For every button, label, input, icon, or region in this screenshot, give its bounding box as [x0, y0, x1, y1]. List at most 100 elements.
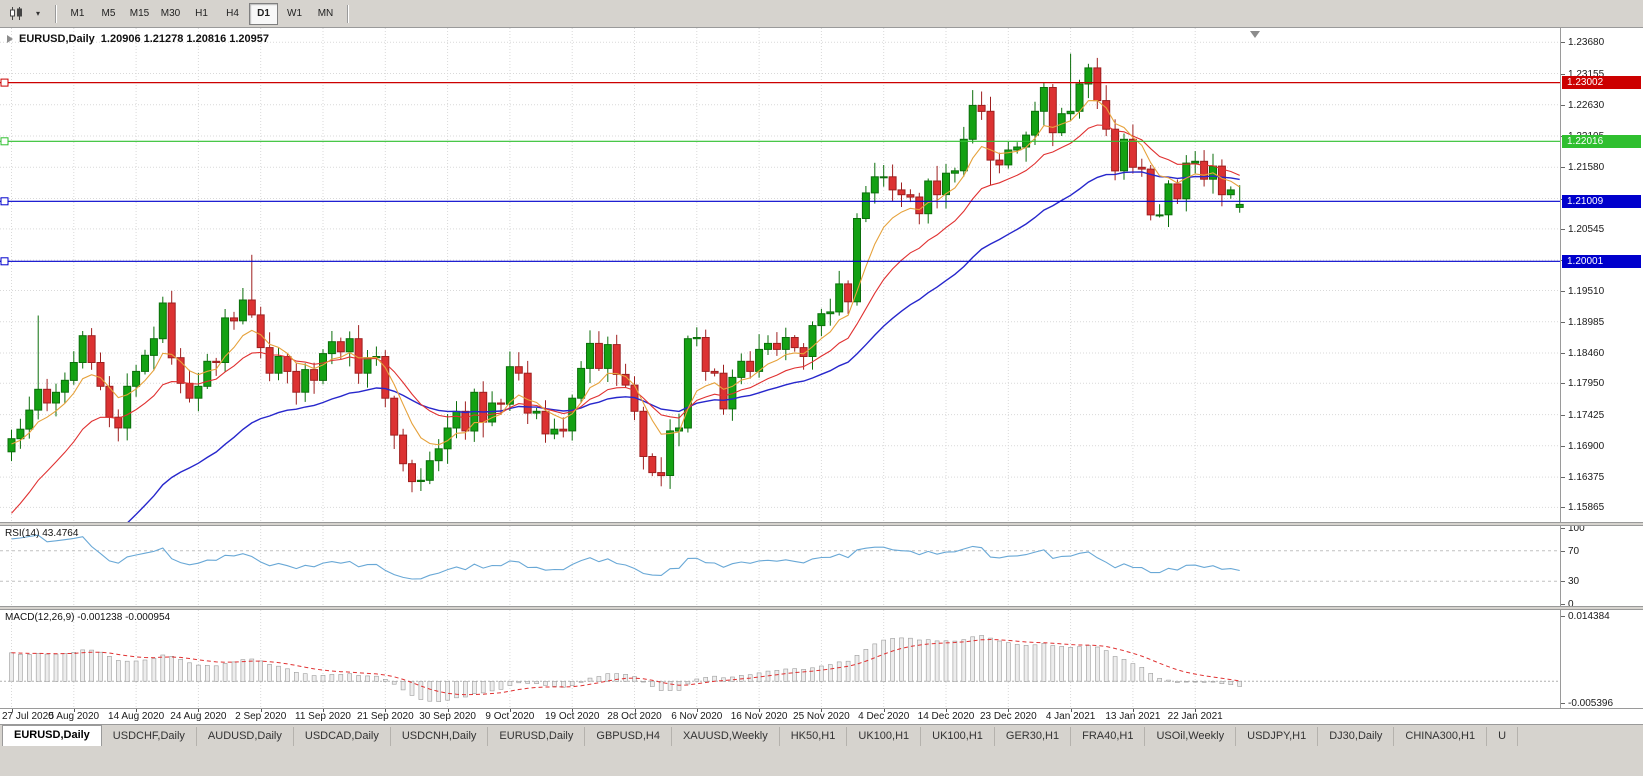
candle	[60, 372, 69, 404]
chart-tab-uk100-h1[interactable]: UK100,H1	[847, 727, 922, 746]
hline-anchor[interactable]	[0, 197, 9, 206]
time-tick-mark	[73, 709, 75, 712]
macd-histogram-bar	[801, 668, 806, 682]
pane-separator[interactable]	[0, 606, 1643, 610]
macd-histogram-bar	[632, 676, 637, 682]
chart-tab-gbpusd-h4[interactable]: GBPUSD,H4	[585, 727, 672, 746]
time-tick-mark	[447, 709, 449, 712]
chart-tab-ger30-h1[interactable]: GER30,H1	[995, 727, 1072, 746]
macd-histogram-bar	[409, 681, 415, 696]
candle	[274, 348, 283, 381]
time-tick-mark	[509, 709, 511, 712]
period-button-w1[interactable]: W1	[287, 7, 302, 19]
rsi-line[interactable]	[11, 534, 1240, 580]
macd-histogram-bar	[222, 663, 228, 682]
macd-histogram-bar	[863, 648, 869, 682]
period-button-m30[interactable]: M30	[160, 7, 181, 19]
date-label: 13 Jan 2021	[1105, 711, 1161, 722]
chart-tab-usoil-weekly[interactable]: USOil,Weekly	[1145, 727, 1237, 746]
time-tick-mark	[385, 709, 387, 712]
period-button-h4[interactable]: H4	[226, 7, 239, 19]
chart-tab-audusd-daily[interactable]: AUDUSD,Daily	[197, 727, 294, 746]
period-button-m1[interactable]: M1	[70, 7, 85, 19]
price-tick-label: 1.16900	[1568, 440, 1605, 452]
period-button-h1[interactable]: H1	[195, 7, 208, 19]
macd-histogram-bar	[1077, 646, 1082, 682]
period-button-m15[interactable]: M15	[129, 7, 150, 19]
axis-tick-mark	[1561, 73, 1565, 75]
candle	[666, 419, 675, 489]
candle	[399, 428, 408, 472]
macd-histogram-bar	[35, 653, 41, 682]
macd-histogram-bar	[1014, 644, 1020, 682]
chart-tab-uk100-h1[interactable]: UK100,H1	[921, 727, 995, 746]
candle	[256, 306, 265, 359]
candle	[319, 349, 327, 385]
chart-tab-usdcnh-daily[interactable]: USDCNH,Daily	[391, 727, 489, 746]
chart-tab-dj30-daily[interactable]: DJ30,Daily	[1318, 727, 1395, 746]
pane-separator[interactable]	[0, 522, 1643, 526]
axis-tick-mark	[1561, 528, 1565, 529]
candle	[69, 351, 78, 385]
chart-tab-eurusd-daily[interactable]: EURUSD,Daily	[488, 727, 586, 746]
candle	[212, 357, 221, 376]
date-label: 5 Aug 2020	[48, 711, 100, 722]
date-label: 11 Sep 2020	[295, 711, 351, 722]
time-tick-mark	[1195, 709, 1197, 712]
macd-histogram-bar	[979, 635, 984, 682]
macd-histogram-bar	[970, 636, 976, 682]
hline-anchor[interactable]	[0, 78, 9, 87]
hline-anchor[interactable]	[0, 257, 9, 266]
chart-tab-usdcad-daily[interactable]: USDCAD,Daily	[294, 727, 391, 746]
macd-histogram-bar	[587, 677, 593, 682]
period-button-m5[interactable]: M5	[101, 7, 116, 19]
time-tick-mark	[260, 709, 262, 712]
chart-tab-usdjpy-h1[interactable]: USDJPY,H1	[1236, 727, 1319, 746]
axis-tick-mark	[1561, 581, 1565, 583]
candle	[764, 335, 772, 355]
candle	[594, 331, 603, 371]
macd-histogram-bar	[80, 649, 85, 682]
macd-plot[interactable]	[0, 610, 1560, 708]
rsi-plot[interactable]	[0, 526, 1560, 606]
candle	[532, 408, 541, 420]
chart-type-icon[interactable]	[6, 4, 26, 24]
price-tick-label: 1.23155	[1568, 68, 1605, 80]
macd-histogram-bar	[445, 681, 450, 701]
date-label: 6 Nov 2020	[671, 711, 723, 722]
macd-histogram-bar	[667, 681, 673, 691]
macd-histogram-bar	[338, 674, 344, 682]
chart-tab-u[interactable]: U	[1487, 727, 1519, 746]
candle	[505, 351, 514, 411]
hline-anchor[interactable]	[0, 137, 9, 146]
ma-line-fast[interactable]	[11, 100, 1241, 446]
chart-shift-marker[interactable]	[1250, 31, 1260, 38]
chart-tab-eurusd-daily[interactable]: EURUSD,Daily	[2, 725, 102, 746]
price-line-badge: 1.23002	[1562, 76, 1641, 90]
price-chart-plot[interactable]	[0, 28, 1560, 522]
chart-tab-usdchf-daily[interactable]: USDCHF,Daily	[102, 727, 197, 746]
rsi-tick-label: 100	[1568, 523, 1585, 534]
candle	[950, 167, 959, 183]
macd-histogram-bar	[712, 675, 717, 682]
date-label: 2 Sep 2020	[235, 711, 287, 722]
chart-tab-china300-h1[interactable]: CHINA300,H1	[1394, 727, 1488, 746]
period-button-d1[interactable]: D1	[249, 2, 278, 25]
candle	[968, 90, 977, 144]
macd-histogram-bar	[1068, 646, 1073, 682]
chart-tab-fra40-h1[interactable]: FRA40,H1	[1071, 727, 1146, 746]
time-tick-mark	[634, 709, 636, 712]
macd-histogram-bar	[293, 671, 299, 682]
chart-tab-xauusd-weekly[interactable]: XAUUSD,Weekly	[672, 727, 780, 746]
period-button-mn[interactable]: MN	[317, 7, 334, 19]
chart-type-dropdown-icon[interactable]: ▾	[35, 9, 40, 18]
ma-line-slow[interactable]	[12, 171, 1240, 522]
price-tick-label: 1.21580	[1568, 162, 1605, 174]
chart-tab-hk50-h1[interactable]: HK50,H1	[780, 727, 848, 746]
candle	[550, 418, 559, 440]
one-click-trading-icon[interactable]	[7, 35, 13, 43]
ma-line-medium[interactable]	[11, 124, 1240, 514]
macd-signal-line[interactable]	[11, 638, 1240, 696]
time-tick-mark	[198, 709, 200, 712]
candle	[141, 349, 149, 375]
